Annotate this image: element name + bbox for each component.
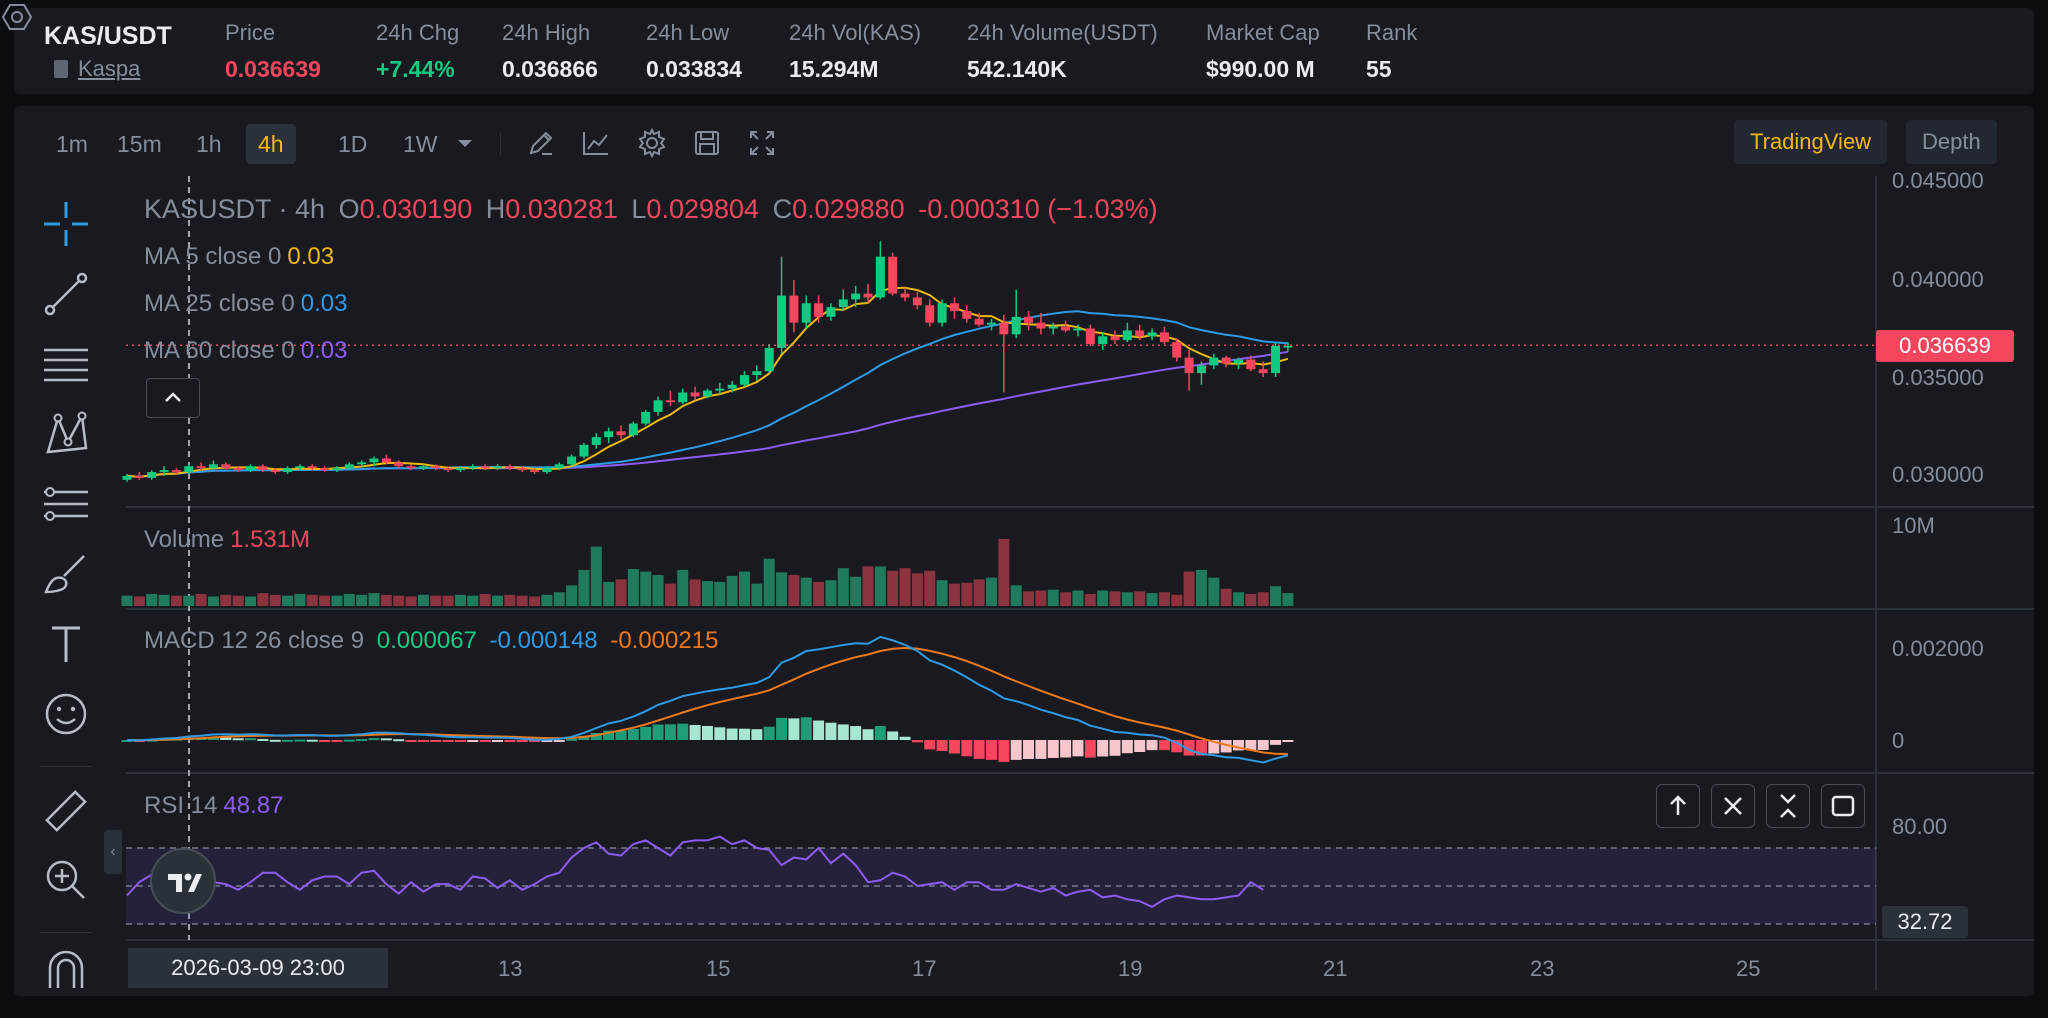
ma25-value: 0.03 (300, 290, 348, 317)
rsi-label: RSI 14 (144, 792, 218, 819)
stat-market-cap: Market Cap $990.00 M (1206, 20, 1320, 83)
stat-value: 542.140K (967, 56, 1067, 82)
brush-icon[interactable] (40, 548, 92, 600)
fullscreen-icon[interactable] (745, 126, 779, 160)
stat-value: 0.033834 (646, 56, 742, 82)
stat-value: 55 (1366, 56, 1392, 82)
stat-value: 0.036639 (225, 56, 321, 82)
low-value: 0.029804 (646, 194, 760, 224)
chevron-down-icon[interactable] (448, 126, 482, 160)
pattern-icon[interactable] (40, 408, 92, 460)
high-label: H (485, 194, 506, 224)
volume-label: Volume (144, 526, 225, 553)
tradingview-button[interactable]: TradingView (1734, 120, 1888, 164)
horizontal-lines-icon[interactable] (40, 338, 92, 390)
stat-label: 24h High (502, 20, 591, 45)
macd-value-3: -0.000215 (610, 627, 719, 654)
ma60-label: MA 60 close 0 (144, 337, 295, 364)
stat-label: Price (225, 20, 276, 45)
magnet-icon[interactable] (40, 948, 92, 988)
stat-label: Rank (1366, 20, 1418, 45)
ma60-legend: MA 60 close 0 0.03 (144, 337, 353, 365)
stat-value: 0.036866 (502, 56, 598, 82)
macd-value-1: 0.000067 (376, 627, 477, 654)
macd-value-2: -0.000148 (489, 627, 598, 654)
book-icon (54, 60, 68, 78)
volume-value: 1.531M (230, 526, 311, 553)
stat-value: 15.294M (789, 56, 879, 82)
emoji-icon[interactable] (40, 688, 92, 740)
stat-value: $990.00 M (1206, 56, 1315, 82)
macd-label: MACD 12 26 close 9 (144, 627, 365, 654)
macd-legend: MACD 12 26 close 9 0.000067 -0.000148 -0… (144, 627, 724, 655)
stat-label: 24h Chg (376, 20, 460, 45)
text-icon[interactable] (40, 618, 92, 670)
gear-icon[interactable] (635, 126, 669, 160)
timeframe-1h[interactable]: 1h (196, 131, 222, 157)
stat-label: 24h Volume(USDT) (967, 20, 1158, 45)
stat-24h-vol-usdt: 24h Volume(USDT) 542.140K (967, 20, 1158, 83)
pair-interval: KASUSDT · 4h (144, 194, 326, 224)
stat-rank: Rank 55 (1366, 20, 1417, 83)
ma5-label: MA 5 close 0 (144, 243, 282, 270)
open-value: 0.030190 (359, 194, 473, 224)
ticker-header: KAS/USDT Kaspa Price 0.036639 24h Chg +7… (14, 8, 2034, 94)
low-label: L (631, 194, 647, 224)
stat-label: Market Cap (1206, 20, 1320, 45)
ma5-value: 0.03 (287, 243, 335, 270)
ruler-icon[interactable] (40, 786, 92, 838)
stat-24h-low: 24h Low 0.033834 (646, 20, 742, 83)
timeframe-4h[interactable]: 4h (246, 124, 296, 164)
ohlc-legend: KASUSDT · 4h O0.030190 H0.030281 L0.0298… (144, 194, 1164, 225)
stat-price: Price 0.036639 (225, 20, 321, 83)
stat-24h-vol-kas: 24h Vol(KAS) 15.294M (789, 20, 921, 83)
rsi-legend: RSI 14 48.87 (144, 792, 289, 820)
close-value: 0.029880 (792, 194, 905, 224)
chart-container: 1m 15m 1h 4h 1D 1W TradingView Depth (14, 106, 2034, 996)
coin-link[interactable]: Kaspa (54, 56, 140, 82)
rsi-value: 48.87 (223, 792, 284, 819)
stat-24h-chg: 24h Chg +7.44% (376, 20, 459, 83)
toolbar-divider (500, 132, 501, 156)
ma25-legend: MA 25 close 0 0.03 (144, 290, 353, 318)
chart-toolbar: 1m 15m 1h 4h 1D 1W TradingView Depth (14, 106, 2034, 176)
crosshair-icon[interactable] (40, 198, 92, 250)
high-value: 0.030281 (505, 194, 618, 224)
timeframe-1d[interactable]: 1D (338, 131, 368, 157)
open-label: O (338, 194, 360, 224)
stat-24h-high: 24h High 0.036866 (502, 20, 598, 83)
ma60-value: 0.03 (300, 337, 348, 364)
trendline-icon[interactable] (40, 268, 92, 320)
stat-value: +7.44% (376, 56, 455, 82)
tool-divider (40, 932, 92, 933)
timeframe-15m[interactable]: 15m (117, 131, 162, 157)
close-label: C (772, 194, 793, 224)
drawing-toolbar (14, 176, 114, 996)
volume-legend: Volume 1.531M (144, 526, 316, 554)
coin-name[interactable]: Kaspa (78, 56, 141, 81)
fib-icon[interactable] (40, 478, 92, 530)
ma25-label: MA 25 close 0 (144, 290, 295, 317)
save-icon[interactable] (690, 126, 724, 160)
pencil-icon[interactable] (524, 126, 558, 160)
change-value: -0.000310 (−1.03%) (918, 194, 1158, 224)
stat-label: 24h Low (646, 20, 730, 45)
timeframe-1m[interactable]: 1m (56, 131, 88, 157)
indicator-icon[interactable] (579, 126, 613, 160)
timeframe-1w[interactable]: 1W (403, 131, 438, 157)
tool-divider (40, 766, 92, 767)
ma5-legend: MA 5 close 0 0.03 (144, 243, 340, 271)
stat-label: 24h Vol(KAS) (789, 20, 922, 45)
zoom-in-icon[interactable] (40, 854, 92, 906)
depth-button[interactable]: Depth (1906, 120, 1997, 164)
pair-symbol[interactable]: KAS/USDT (44, 22, 172, 50)
